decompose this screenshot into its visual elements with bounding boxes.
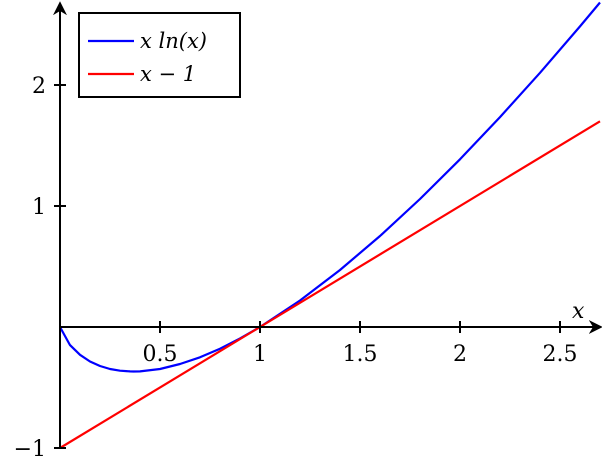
- x-tick-label: 0.5: [143, 342, 178, 367]
- x-tick-label: 1.5: [343, 342, 378, 367]
- axes-layer: [53, 1, 602, 449]
- ticks-layer: 0.5 1 1.5 2 2.5 −1 1 2: [14, 74, 578, 462]
- y-tick-label: 2: [32, 74, 46, 99]
- x-axis-label: x: [572, 299, 585, 324]
- legend-box: [78, 12, 241, 98]
- y-tick-label: 1: [32, 195, 46, 220]
- series-line-1: [59, 120, 601, 449]
- legend-label-xminus1: x − 1: [140, 62, 196, 86]
- legend: x ln(x) x − 1: [78, 12, 241, 98]
- x-tick-label: 1: [253, 342, 267, 367]
- x-tick-label: 2.5: [543, 342, 578, 367]
- legend-label-xlnx: x ln(x): [140, 29, 207, 53]
- series-layer: [59, 1, 601, 449]
- y-tick-label: −1: [14, 437, 46, 462]
- x-tick-label: 2: [453, 342, 467, 367]
- series-line-0: [59, 1, 601, 373]
